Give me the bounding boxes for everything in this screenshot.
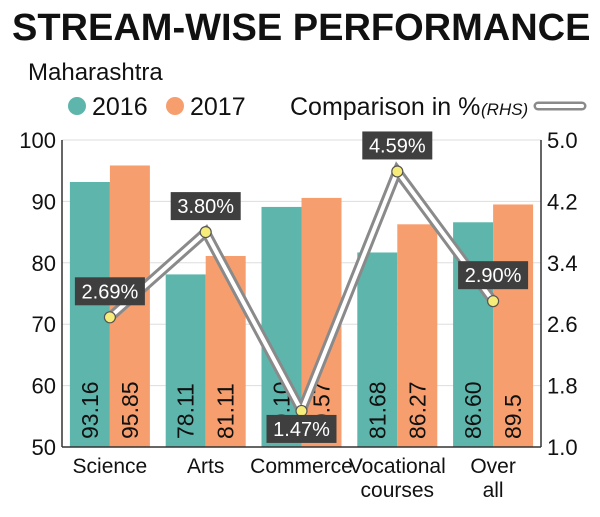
line-value-label: 3.80% bbox=[177, 196, 234, 218]
right-tick-label: 1.8 bbox=[547, 374, 578, 399]
bar-2016 bbox=[165, 274, 206, 447]
left-tick-label: 80 bbox=[32, 251, 56, 276]
line-point-marker bbox=[487, 295, 500, 308]
line-value-label: 4.59% bbox=[369, 135, 426, 157]
category-label: courses bbox=[361, 479, 435, 502]
line-value-box bbox=[362, 131, 433, 160]
chart-subtitle: Maharashtra bbox=[28, 59, 163, 86]
bar-value-label: 86.27 bbox=[404, 381, 430, 439]
left-tick-label: 60 bbox=[32, 374, 56, 399]
line-value-box bbox=[458, 261, 529, 290]
category-label: Arts bbox=[187, 455, 224, 478]
bar-value-label: 86.60 bbox=[460, 381, 486, 439]
category-label: Science bbox=[73, 455, 148, 478]
bar-2016 bbox=[357, 252, 398, 447]
left-tick-label: 50 bbox=[32, 435, 56, 460]
line-value-label: 2.90% bbox=[465, 265, 522, 287]
chart-title: STREAM-WISE PERFORMANCE bbox=[12, 7, 590, 49]
line-value-box bbox=[170, 192, 241, 221]
legend-label-comparison: Comparison in % bbox=[290, 93, 480, 121]
bar-2016 bbox=[69, 181, 110, 447]
bar-value-label: 93.16 bbox=[77, 381, 103, 439]
legend-swatch-2016 bbox=[68, 97, 86, 115]
line-value-box bbox=[74, 277, 145, 306]
right-tick-label: 3.4 bbox=[547, 251, 578, 276]
left-tick-label: 100 bbox=[19, 128, 56, 153]
category-label: Over bbox=[470, 455, 516, 478]
bar-2017 bbox=[493, 204, 534, 447]
bar-value-label: 81.11 bbox=[213, 383, 239, 439]
bar-value-label: 78.11 bbox=[173, 383, 199, 439]
bar-value-label: 95.85 bbox=[117, 381, 143, 439]
comparison-line: 2.69% 3.80% 1.47% 4.59% 2.90% bbox=[74, 131, 529, 443]
line-value-label: 2.69% bbox=[82, 281, 139, 303]
line-value-label: 1.47% bbox=[273, 419, 330, 441]
right-tick-label: 1.0 bbox=[547, 435, 578, 460]
category-label: Commerce bbox=[250, 455, 353, 478]
legend-swatch-2017 bbox=[166, 97, 184, 115]
legend-rhs-note: (RHS) bbox=[481, 100, 528, 119]
line-value-box bbox=[266, 414, 337, 443]
line-point-marker bbox=[295, 404, 308, 418]
right-tick-label: 2.6 bbox=[547, 312, 578, 337]
right-tick-label: 5.0 bbox=[547, 128, 578, 153]
bar-2017 bbox=[397, 224, 438, 447]
category-label: Vocational bbox=[349, 455, 446, 478]
left-tick-label: 70 bbox=[32, 312, 56, 337]
category-label: all bbox=[483, 479, 504, 502]
bar-value-label: 81.68 bbox=[364, 381, 390, 439]
line-point-marker bbox=[391, 165, 404, 178]
legend-label-2016: 2016 bbox=[92, 93, 148, 121]
legend: 2016 2017 Comparison in % (RHS) bbox=[68, 93, 587, 121]
left-tick-label: 90 bbox=[32, 189, 56, 214]
line-point-marker bbox=[199, 226, 212, 239]
right-tick-label: 4.2 bbox=[547, 189, 578, 214]
bar-value-label: 89.5 bbox=[500, 394, 526, 439]
axes: 100 90 80 70 60 50 5.0 4.2 3.4 2.6 1.8 1.0 Science Ar… bbox=[19, 128, 577, 502]
line-point-marker bbox=[103, 311, 117, 324]
legend-label-2017: 2017 bbox=[190, 93, 246, 121]
